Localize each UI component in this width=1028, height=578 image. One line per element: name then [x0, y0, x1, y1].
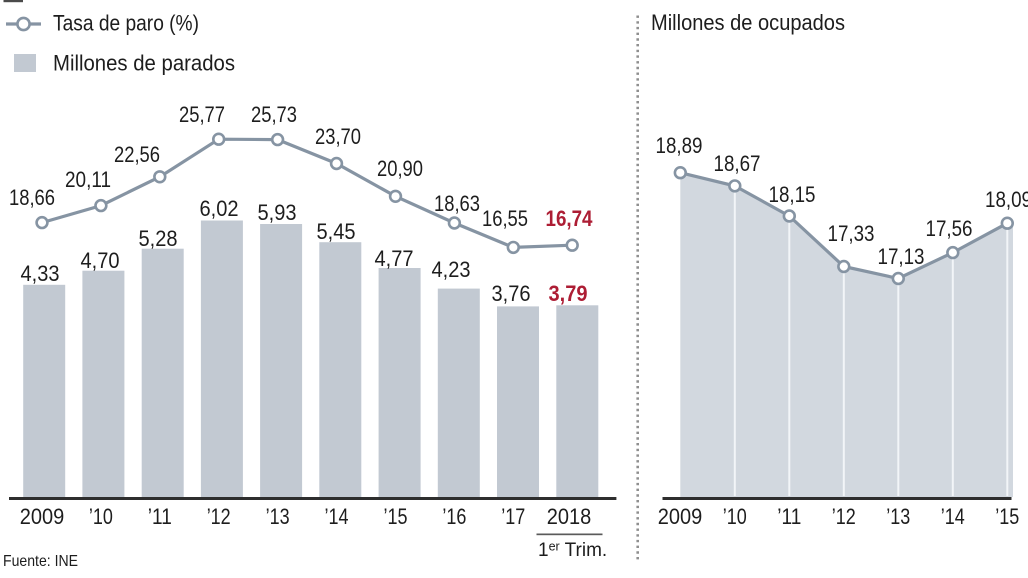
svg-text:18,15: 18,15	[769, 182, 816, 207]
svg-text:’12: ’12	[832, 504, 856, 529]
svg-text:4,70: 4,70	[81, 248, 120, 273]
svg-text:23,70: 23,70	[315, 124, 361, 149]
svg-text:25,77: 25,77	[179, 102, 225, 127]
svg-text:16,74: 16,74	[546, 206, 594, 231]
svg-text:’10: ’10	[89, 504, 113, 529]
svg-text:17,33: 17,33	[828, 221, 875, 246]
svg-text:3,76: 3,76	[492, 281, 531, 306]
svg-text:Fuente: INE: Fuente: INE	[3, 553, 78, 570]
svg-text:4,77: 4,77	[375, 246, 414, 271]
svg-text:Millones de ocupados: Millones de ocupados	[651, 10, 845, 35]
svg-text:’16: ’16	[442, 504, 466, 529]
svg-text:6,02: 6,02	[200, 196, 239, 221]
svg-text:20,90: 20,90	[377, 156, 423, 181]
svg-text:4,23: 4,23	[432, 257, 471, 282]
svg-text:Tasa de paro (%): Tasa de paro (%)	[53, 11, 199, 36]
svg-text:2009: 2009	[20, 504, 65, 529]
svg-text:17,56: 17,56	[926, 216, 973, 241]
svg-text:Millones de parados: Millones de parados	[53, 51, 235, 76]
svg-text:’14: ’14	[325, 504, 349, 529]
svg-text:18,63: 18,63	[434, 191, 480, 216]
svg-text:5,93: 5,93	[258, 200, 297, 225]
svg-text:18,09: 18,09	[985, 187, 1028, 212]
svg-text:5,45: 5,45	[317, 219, 356, 244]
svg-text:’13: ’13	[886, 504, 910, 529]
svg-text:18,89: 18,89	[656, 133, 703, 158]
svg-text:’15: ’15	[995, 504, 1019, 529]
svg-text:’15: ’15	[384, 504, 408, 529]
svg-text:18,67: 18,67	[714, 151, 761, 176]
svg-text:’17: ’17	[501, 504, 525, 529]
svg-text:22,56: 22,56	[114, 142, 160, 167]
svg-text:5,28: 5,28	[139, 226, 178, 251]
svg-text:’13: ’13	[266, 504, 290, 529]
svg-text:’11: ’11	[777, 504, 801, 529]
svg-text:3,79: 3,79	[549, 281, 588, 306]
svg-text:’11: ’11	[148, 504, 172, 529]
svg-text:25,73: 25,73	[251, 102, 297, 127]
svg-text:’14: ’14	[941, 504, 965, 529]
svg-text:18,66: 18,66	[9, 185, 55, 210]
svg-text:20,11: 20,11	[65, 167, 111, 192]
svg-text:’12: ’12	[207, 504, 231, 529]
svg-text:2009: 2009	[658, 504, 703, 529]
svg-text:1er Trim.: 1er Trim.	[538, 540, 607, 562]
svg-text:4,33: 4,33	[21, 261, 60, 286]
svg-text:16,55: 16,55	[482, 206, 528, 231]
svg-text:2018: 2018	[547, 504, 592, 529]
svg-text:’10: ’10	[723, 504, 747, 529]
svg-text:17,13: 17,13	[878, 244, 925, 269]
